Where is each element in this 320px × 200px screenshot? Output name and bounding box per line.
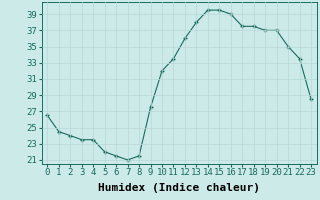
- X-axis label: Humidex (Indice chaleur): Humidex (Indice chaleur): [98, 183, 260, 193]
